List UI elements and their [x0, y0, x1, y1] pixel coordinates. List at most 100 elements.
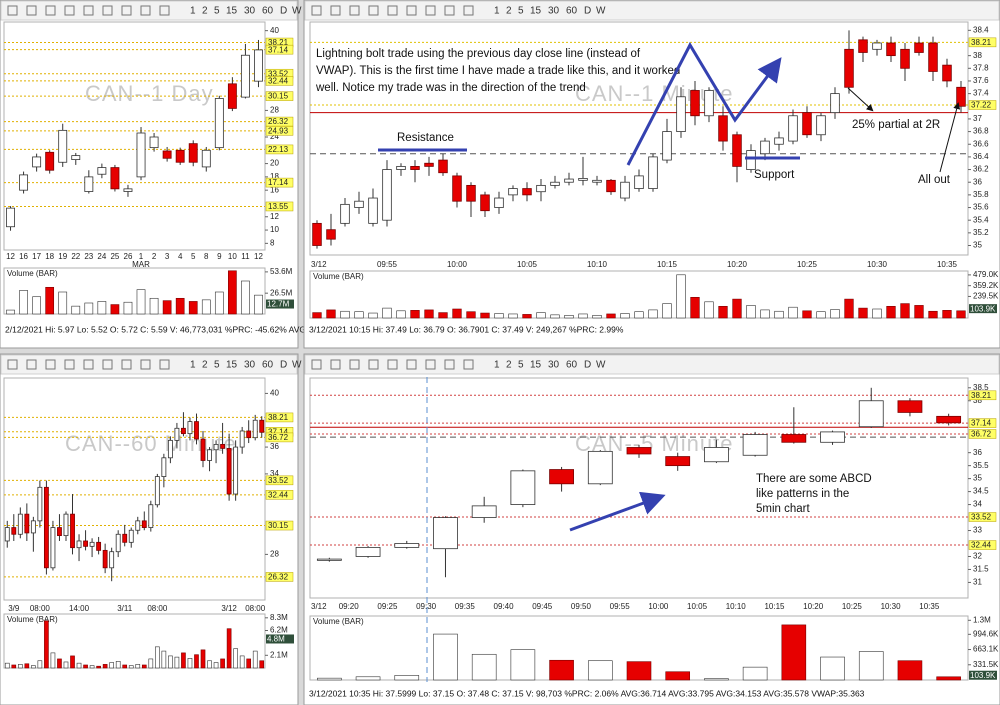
annotation: like patterns in the — [756, 488, 849, 500]
price-tag-label: 36.72 — [971, 430, 992, 439]
toolbar-icon — [406, 359, 417, 370]
timeframe-button[interactable]: 2 — [506, 360, 512, 371]
candle-body — [936, 415, 962, 424]
timeframe-button[interactable]: 2 — [202, 6, 208, 17]
toolbar-icon — [83, 5, 94, 16]
timeframe-button[interactable]: 60 — [262, 360, 274, 371]
candle-body — [781, 434, 807, 443]
toolbar-icon — [121, 359, 132, 370]
volume-bar — [115, 661, 121, 669]
timeframe-button[interactable]: 30 — [244, 6, 256, 17]
timeframe-button[interactable]: 5 — [214, 6, 220, 17]
candle-body — [175, 149, 185, 163]
volume-bar — [213, 662, 219, 669]
timeframe-button[interactable]: 1 — [190, 6, 196, 17]
timeframe-button[interactable]: 2 — [506, 6, 512, 17]
volume-label: Volume (BAR) — [7, 615, 58, 624]
volume-tag — [266, 299, 294, 309]
candle-body — [233, 446, 239, 495]
price-tag — [265, 490, 294, 500]
candle-body — [24, 513, 30, 534]
volume-bar — [135, 664, 141, 669]
timeframe-button[interactable]: 15 — [530, 6, 542, 17]
volume-bar — [587, 660, 613, 681]
date-tag: 3/12 — [311, 602, 327, 611]
candle-body — [704, 90, 714, 117]
volume-bar — [936, 676, 961, 681]
x-tick-label: 9 — [217, 252, 222, 261]
volume-bar — [32, 296, 41, 315]
candle-body — [84, 176, 94, 192]
candle-body — [858, 400, 884, 428]
toolbar-icon — [159, 359, 170, 370]
candle-body — [382, 169, 392, 221]
timeframe-button[interactable]: 1 — [494, 360, 500, 371]
timeframe-button[interactable]: D — [584, 360, 591, 371]
timeframe-button[interactable]: D — [280, 360, 287, 371]
candle-body — [914, 42, 924, 53]
toolbar-icon — [83, 359, 94, 370]
timeframe-button[interactable]: D — [280, 6, 287, 17]
timeframe-button[interactable]: W — [292, 360, 302, 371]
timeframe-button[interactable]: 30 — [244, 360, 256, 371]
toolbar-icon — [425, 5, 436, 16]
candle-body — [858, 39, 868, 53]
price-tag-label: 30.15 — [268, 521, 289, 530]
timeframe-button[interactable]: 15 — [226, 360, 238, 371]
timeframe-button[interactable]: W — [292, 6, 302, 17]
timeframe-button[interactable]: 15 — [530, 360, 542, 371]
timeframe-button[interactable]: 5 — [214, 360, 220, 371]
price-tag — [265, 44, 294, 55]
timeframe-button[interactable]: 1 — [494, 6, 500, 17]
volume-tag — [969, 304, 997, 314]
price-tag-label: 33.52 — [971, 513, 992, 522]
timeframe-button[interactable]: W — [596, 360, 606, 371]
toolbar-icon — [311, 5, 322, 16]
x-tick-label: 10:20 — [803, 602, 824, 611]
timeframe-button[interactable]: 60 — [566, 6, 578, 17]
timeframe-button[interactable]: 5 — [518, 360, 524, 371]
x-tick-label: 3/9 — [8, 604, 20, 613]
timeframe-button[interactable]: W — [596, 6, 606, 17]
price-tag-label: 36.72 — [268, 433, 289, 442]
x-tick-label: 09:55 — [377, 260, 398, 269]
candle-body — [30, 520, 36, 534]
timeframe-button[interactable]: 30 — [548, 360, 560, 371]
candle-body — [58, 129, 68, 163]
timeframe-button[interactable]: 2 — [202, 360, 208, 371]
timeframe-button[interactable]: 15 — [226, 6, 238, 17]
volume-bar — [858, 651, 884, 681]
price-tag-label: 17.14 — [268, 178, 289, 187]
candle-body — [340, 203, 350, 224]
timeframe-button[interactable]: 60 — [566, 360, 578, 371]
volume-bar — [626, 661, 652, 681]
candle-body — [89, 541, 95, 547]
candle-body — [4, 527, 10, 542]
volume-tag-label: 4.8M — [267, 635, 285, 644]
price-tag-label: 37.14 — [268, 427, 289, 436]
candle-body — [312, 222, 322, 246]
timeframe-button[interactable]: D — [584, 6, 591, 17]
toolbar-icon — [7, 5, 18, 16]
x-tick-label: 09:20 — [339, 602, 360, 611]
y-tick-label: 8 — [270, 238, 275, 247]
timeframe-button[interactable]: 30 — [548, 6, 560, 17]
price-tag — [265, 76, 294, 86]
volume-tick-label: 26.5M — [270, 288, 293, 297]
y-tick-label: 36 — [270, 442, 279, 451]
volume-bar — [161, 650, 167, 669]
volume-tick-label: 479.0K — [973, 270, 999, 279]
timeframe-button[interactable]: 60 — [262, 6, 274, 17]
volume-bar — [57, 658, 62, 669]
candle-body — [956, 86, 966, 107]
toolbar — [0, 0, 298, 21]
volume-bar — [433, 633, 458, 681]
timeframe-button[interactable]: 1 — [190, 360, 196, 371]
toolbar-icon — [444, 5, 455, 16]
candle-body — [154, 476, 160, 506]
y-tick-label: 34.5 — [973, 487, 989, 496]
volume-bar — [578, 313, 588, 319]
volume-bar — [50, 652, 56, 669]
timeframe-button[interactable]: 5 — [518, 6, 524, 17]
y-tick-label: 38 — [973, 51, 982, 60]
